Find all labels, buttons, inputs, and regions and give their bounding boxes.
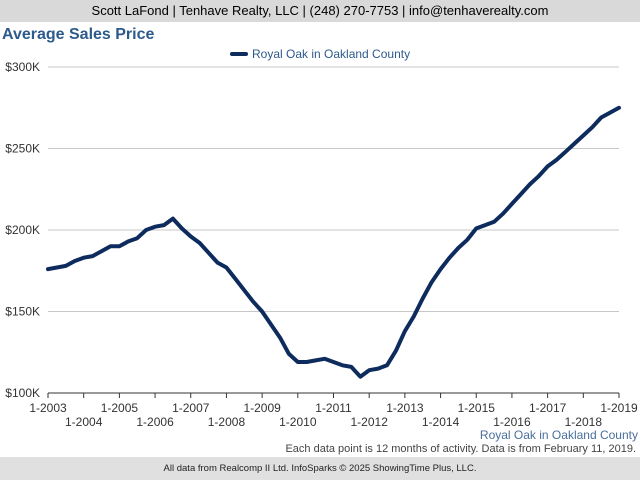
- series-line: [46, 105, 621, 379]
- chart-title: Average Sales Price: [2, 26, 155, 43]
- x-tick-label: 1-2005: [101, 401, 139, 415]
- legend: Royal Oak in Oakland County: [230, 47, 410, 61]
- grid: [48, 66, 619, 394]
- x-tick-label: 1-2014: [422, 415, 460, 429]
- x-tick-label: 1-2018: [565, 415, 603, 429]
- y-tick-label: $150K: [5, 305, 40, 319]
- x-tick-label: 1-2004: [65, 415, 103, 429]
- x-tick-label: 1-2012: [351, 415, 389, 429]
- x-tick-label: 1-2008: [208, 415, 246, 429]
- x-tick-label: 1-2006: [136, 415, 174, 429]
- contact-banner: Scott LaFond | Tenhave Realty, LLC | (24…: [0, 0, 640, 22]
- y-tick-label: $250K: [5, 142, 40, 156]
- x-tick-label: 1-2003: [29, 401, 67, 415]
- x-tick-label: 1-2011: [315, 401, 352, 415]
- x-tick-label: 1-2019: [600, 401, 638, 415]
- x-tick-label: 1-2016: [493, 415, 531, 429]
- footer-band: [0, 457, 640, 480]
- y-tick-label: $200K: [5, 223, 40, 237]
- x-tick-label: 1-2009: [243, 401, 281, 415]
- legend-label: Royal Oak in Oakland County: [252, 47, 410, 61]
- y-tick-label: $100K: [5, 386, 40, 400]
- data-credit: All data from Realcomp II Ltd. InfoSpark…: [163, 463, 477, 474]
- x-tick-label: 1-2017: [529, 401, 567, 415]
- x-tick-label: 1-2015: [458, 401, 496, 415]
- data-note: Each data point is 12 months of activity…: [285, 443, 636, 455]
- region-label: Royal Oak in Oakland County: [479, 428, 638, 442]
- y-tick-label: $300K: [5, 60, 40, 74]
- x-tick-label: 1-2013: [386, 401, 424, 415]
- series-layer: [46, 105, 621, 379]
- x-tick-label: 1-2010: [279, 415, 317, 429]
- x-tick-label: 1-2007: [172, 401, 210, 415]
